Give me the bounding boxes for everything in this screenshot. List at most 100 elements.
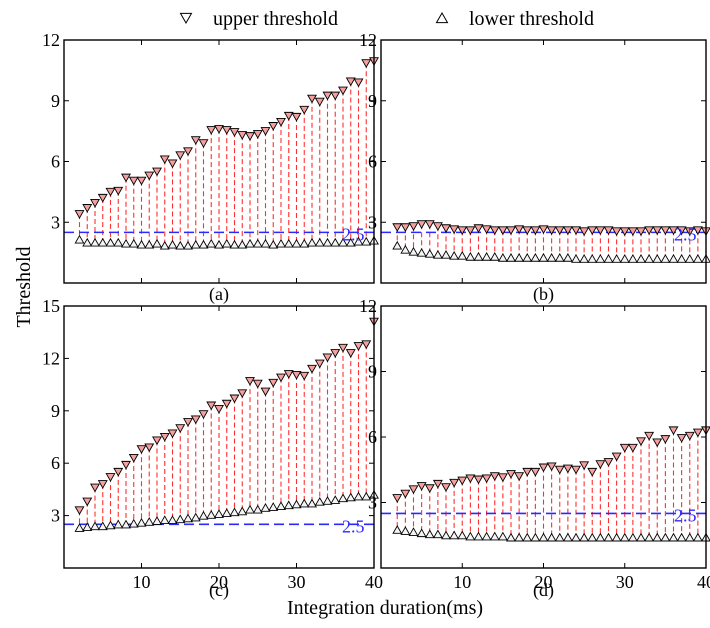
upper-threshold-point: [330, 349, 341, 358]
upper-threshold-point: [97, 193, 108, 203]
upper-threshold-point: [229, 394, 240, 404]
lower-threshold-point: [636, 532, 646, 542]
lower-threshold-point: [473, 531, 484, 541]
upper-threshold-point: [307, 94, 317, 104]
upper-threshold-point: [361, 59, 372, 68]
y-tick-label: 9: [368, 362, 377, 382]
lower-threshold-point: [190, 512, 201, 522]
lower-threshold-point: [636, 254, 646, 263]
x-tick-label: 10: [453, 572, 471, 592]
y-tick-label: 9: [368, 91, 377, 111]
lower-threshold-point: [652, 254, 663, 263]
upper-threshold-point: [595, 460, 606, 469]
upper-threshold-point: [457, 226, 468, 236]
upper-threshold-point: [307, 364, 317, 374]
upper-threshold-point: [74, 210, 85, 219]
y-tick-label: 12: [42, 30, 60, 50]
lower-threshold-point: [74, 523, 85, 532]
lower-threshold-point: [330, 495, 341, 504]
lower-threshold-point: [530, 253, 541, 262]
x-tick-label: 30: [288, 572, 306, 592]
upper-threshold-point: [636, 437, 646, 447]
upper-threshold-point: [668, 226, 679, 236]
lower-threshold-point: [408, 527, 419, 536]
upper-threshold-point: [619, 443, 630, 453]
lower-threshold-point: [579, 532, 590, 542]
lower-threshold-point: [167, 239, 178, 249]
lower-threshold-point: [322, 237, 333, 247]
lower-threshold-point: [90, 237, 100, 247]
lower-threshold-point: [562, 532, 573, 542]
upper-threshold-point: [260, 387, 271, 397]
upper-threshold-point: [268, 122, 279, 131]
lower-threshold-point: [587, 532, 598, 542]
upper-threshold-point: [514, 472, 525, 481]
lower-threshold-point: [252, 238, 263, 248]
lower-threshold-point: [206, 510, 217, 519]
lower-threshold-point: [237, 239, 248, 249]
lower-threshold-point: [619, 254, 630, 263]
lower-threshold-point: [644, 254, 655, 263]
lower-threshold-point: [144, 517, 155, 526]
lower-threshold-point: [299, 498, 310, 508]
upper-threshold-point: [128, 176, 139, 186]
lower-threshold-point: [692, 254, 703, 263]
lower-threshold-point: [276, 238, 286, 248]
lower-threshold-point: [361, 491, 372, 501]
lower-threshold-point: [473, 251, 484, 261]
lower-threshold-point: [82, 237, 93, 247]
upper-threshold-point: [229, 128, 240, 137]
lower-threshold-point: [595, 254, 606, 263]
upper-threshold-point: [579, 227, 590, 237]
upper-threshold-point: [660, 226, 671, 236]
upper-threshold-point: [408, 222, 419, 231]
upper-threshold-point: [554, 465, 565, 475]
upper-threshold-point: [338, 86, 348, 96]
lower-threshold-point: [260, 503, 271, 512]
lower-threshold-point: [457, 530, 468, 540]
upper-threshold-point: [330, 91, 341, 101]
legend-label-1: upper threshold: [213, 8, 338, 30]
lower-threshold-point: [506, 253, 516, 262]
upper-threshold-point: [611, 227, 622, 237]
upper-threshold-point: [128, 453, 139, 463]
lower-threshold-point: [198, 510, 209, 520]
upper-threshold-point: [489, 472, 500, 481]
upper-threshold-point: [252, 130, 263, 139]
lower-threshold-point: [245, 504, 255, 514]
upper-threshold-point: [392, 223, 403, 232]
upper-threshold-point: [546, 462, 557, 472]
lower-threshold-point: [121, 238, 131, 248]
lower-threshold-point: [221, 508, 232, 517]
lower-threshold-point: [684, 532, 695, 542]
legend-label-2: lower threshold: [469, 8, 594, 30]
lower-threshold-point: [660, 532, 671, 542]
upper-threshold-point: [167, 159, 178, 169]
lower-threshold-point: [579, 254, 590, 263]
lower-threshold-point: [90, 521, 100, 531]
upper-threshold-point: [206, 401, 217, 411]
lower-threshold-point: [113, 237, 124, 247]
upper-threshold-point: [506, 470, 516, 479]
panel-d: 2.5 3 6 9 12 10 20 30 40 (d): [359, 296, 710, 601]
upper-threshold-point: [522, 467, 533, 477]
upper-threshold-point: [579, 461, 590, 471]
lower-threshold-point: [432, 529, 443, 539]
lower-threshold-point: [546, 532, 557, 542]
upper-threshold-point: [449, 225, 460, 235]
upper-threshold-point: [465, 226, 476, 236]
lower-threshold-point: [283, 500, 294, 510]
upper-threshold-point: [595, 226, 606, 236]
lower-threshold-point: [644, 532, 655, 542]
lower-threshold-point: [214, 509, 224, 518]
lower-threshold-point: [144, 239, 155, 249]
lower-threshold-point: [159, 240, 170, 250]
lower-threshold-point: [128, 518, 139, 528]
x-tick-label: 30: [616, 572, 634, 592]
lower-threshold-point: [314, 496, 325, 506]
panel-label: (c): [209, 580, 229, 601]
lower-threshold-point: [167, 515, 178, 524]
lower-threshold-point: [307, 237, 317, 247]
lower-threshold-point: [400, 526, 411, 535]
